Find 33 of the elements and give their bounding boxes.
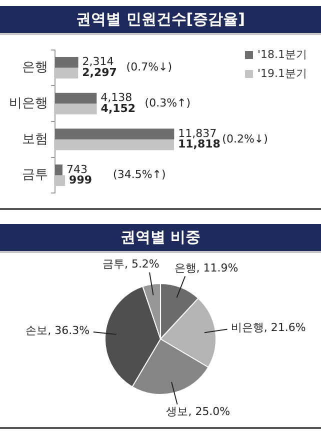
slice-label: 생보, 25.0%	[166, 404, 230, 418]
annotation: (0.3%↑)	[144, 96, 191, 110]
legend-label: '18.1분기	[257, 47, 307, 62]
data-label: 743	[66, 162, 88, 176]
data-label: 4,138	[100, 91, 132, 104]
bar	[55, 56, 78, 68]
data-label: 2,297	[82, 66, 117, 79]
bar	[55, 164, 62, 176]
slice-label: 비은행, 21.6%	[230, 320, 306, 334]
data-label: 11,837	[178, 126, 217, 140]
chart-title: 권역별 민원건수[증감율]	[0, 6, 321, 35]
bar	[55, 104, 97, 114]
bar	[55, 139, 174, 150]
annotation: (0.7%↓)	[126, 60, 172, 74]
bar	[55, 92, 97, 104]
annotation: (34.5%↑)	[113, 168, 166, 182]
data-label: 999	[69, 174, 92, 187]
y-tick-label: 금투	[22, 168, 48, 183]
legend-label: '19.1분기	[257, 66, 307, 81]
data-label: 4,152	[100, 102, 136, 115]
data-label: 11,818	[178, 138, 220, 151]
bar	[55, 175, 66, 186]
y-tick-label: 보험	[22, 132, 48, 147]
slice-label: 금투, 5.2%	[102, 257, 160, 270]
bar	[55, 68, 78, 78]
slice-label: 은행, 11.9%	[174, 262, 238, 275]
text: (0.2%↓)	[222, 132, 268, 146]
slice-label: 손보, 36.3%	[26, 324, 90, 338]
chart-title: 권역별 비중	[0, 224, 321, 253]
data-label: 2,314	[82, 55, 114, 68]
bar	[55, 128, 174, 140]
y-tick-label: 은행	[22, 60, 48, 76]
y-tick-label: 비은행	[9, 96, 48, 111]
